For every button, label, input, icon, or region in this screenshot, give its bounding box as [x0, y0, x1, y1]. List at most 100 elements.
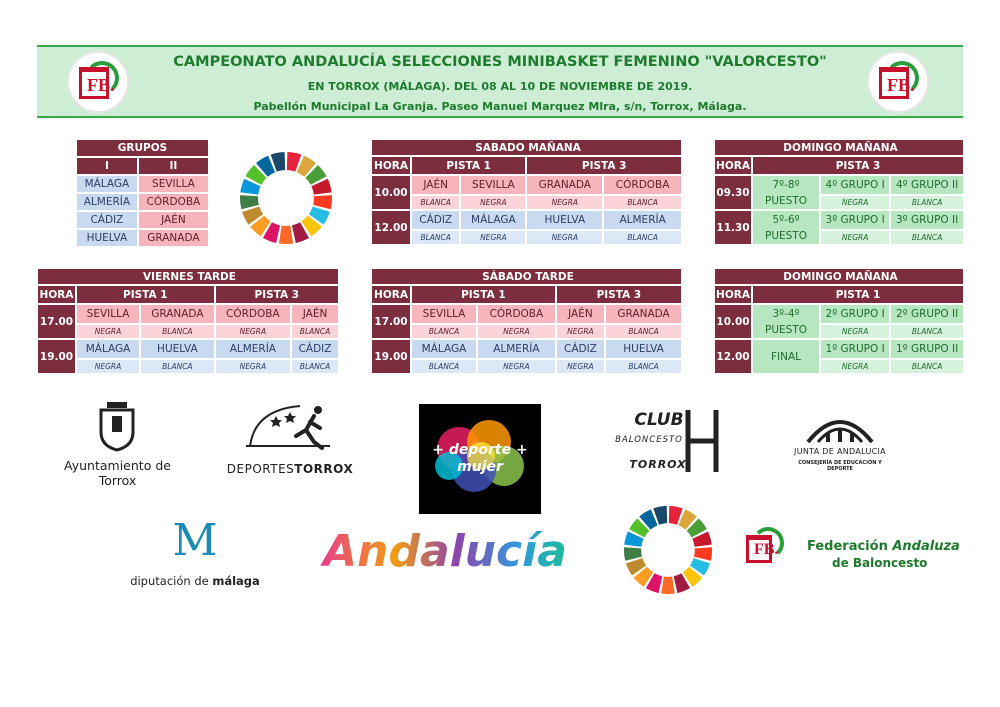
pista-header: PISTA 3	[214, 285, 339, 304]
domingo-manana-pista1-table: DOMINGO MAÑANA HORA PISTA 1 10.00 3º-4º …	[714, 268, 964, 374]
team-cell: 3º GRUPO II	[890, 210, 964, 230]
jersey-color: BLANCA	[890, 324, 964, 339]
team-cell: GRANADA	[526, 175, 604, 195]
viernes-tarde-table: VIERNES TARDE HORA PISTA 1 PISTA 3 17.00…	[37, 268, 339, 374]
hora-cell: 17.00	[371, 304, 411, 339]
andaluza-text: Andaluza	[892, 539, 960, 554]
sdg-segment	[308, 206, 330, 225]
andalucia-wordmark-icon: Andalucía	[320, 526, 567, 577]
sdg-segment	[245, 164, 267, 185]
group-team: ALMERÍA	[76, 193, 138, 211]
color-splash-icon	[435, 420, 524, 492]
jersey-color: NEGRA	[526, 195, 604, 210]
sdg-segment	[623, 547, 642, 561]
grupos-title: GRUPOS	[76, 139, 209, 157]
group-team: CÓRDOBA	[137, 193, 209, 211]
diputacion-text: diputación de	[130, 574, 209, 588]
jersey-color: NEGRA	[820, 230, 891, 245]
jersey-color: BLANCA	[605, 359, 682, 374]
pista-header: PISTA 1	[411, 285, 556, 304]
pista-header: PISTA 3	[555, 285, 682, 304]
team-cell: MÁLAGA	[460, 210, 527, 230]
sdg-segment	[639, 509, 658, 530]
team-cell: HUELVA	[605, 339, 682, 359]
sdg-segment	[313, 195, 332, 210]
ayuntamiento-logo: Ayuntamiento de Torrox	[60, 400, 175, 495]
pista-header: PISTA 1	[76, 285, 215, 304]
sdg-segment	[682, 566, 703, 587]
jersey-color: NEGRA	[214, 324, 292, 339]
jersey-color: NEGRA	[555, 359, 606, 374]
sdg-segment	[291, 222, 310, 243]
group-team: CÁDIZ	[76, 211, 138, 229]
hora-cell: 19.00	[371, 339, 411, 374]
runner-icon	[246, 405, 330, 450]
consejeria-text: CONSEJERÍA DE EDUCACIÓN Y DEPORTE	[798, 460, 882, 472]
jersey-color: BLANCA	[603, 195, 682, 210]
sabado-manana-table: SABADO MAÑANA HORA PISTA 1 PISTA 3 10.00…	[371, 139, 682, 245]
jersey-color: BLANCA	[411, 195, 461, 210]
sdg-segment	[250, 215, 271, 237]
group-team: MÁLAGA	[76, 175, 138, 193]
jersey-color: NEGRA	[460, 230, 527, 245]
hora-header: HORA	[371, 156, 411, 175]
table-title: DOMINGO MAÑANA	[714, 139, 964, 156]
puesto-cell: FINAL	[752, 339, 820, 374]
sdg-segment	[625, 558, 647, 576]
deportes-text: DEPORTES	[226, 462, 295, 476]
pista-header: PISTA 1	[752, 285, 964, 304]
jersey-color: NEGRA	[76, 324, 141, 339]
hora-cell: 12.00	[371, 210, 411, 245]
team-cell: MÁLAGA	[411, 339, 478, 359]
sdg-segment	[256, 155, 276, 177]
team-cell: ALMERÍA	[603, 210, 682, 230]
junta-andalucia-logo: JUNTA DE ANDALUCIA CONSEJERÍA DE EDUCACI…	[788, 410, 892, 472]
header-banner: FB. CAMPEONATO ANDALUCÍA SELECCIONES MIN…	[37, 45, 963, 118]
hora-cell: 12.00	[714, 339, 752, 374]
sdg-segment	[305, 164, 327, 185]
team-cell: ALMERÍA	[214, 339, 292, 359]
sdg-segment	[678, 509, 697, 530]
team-cell: 2º GRUPO II	[890, 304, 964, 324]
hora-header: HORA	[37, 285, 76, 304]
grupos-table: GRUPOS I II MÁLAGA SEVILLA ALMERÍA CÓRDOBA …	[76, 139, 209, 247]
sdg-segment	[692, 531, 712, 547]
team-cell: CÓRDOBA	[477, 304, 556, 324]
sdg-segment	[673, 573, 691, 594]
jersey-color: NEGRA	[76, 359, 141, 374]
hora-cell: 10.00	[714, 304, 752, 339]
diputacion-m-icon: M	[172, 515, 218, 566]
jersey-color: NEGRA	[477, 324, 556, 339]
jersey-color: NEGRA	[820, 359, 891, 374]
team-cell: MÁLAGA	[76, 339, 141, 359]
team-cell: 4º GRUPO II	[890, 175, 964, 195]
table-title: VIERNES TARDE	[37, 268, 339, 285]
deporte-mujer-text: + deporte + mujer	[432, 442, 528, 475]
team-cell: SEVILLA	[411, 304, 478, 324]
diputacion-malaga-logo: M diputación de málaga	[130, 518, 260, 590]
team-cell: GRANADA	[140, 304, 215, 324]
team-cell: CÓRDOBA	[603, 175, 682, 195]
hora-header: HORA	[714, 156, 752, 175]
sdg-segment	[311, 178, 332, 195]
hora-cell: 17.00	[37, 304, 76, 339]
hora-cell: 10.00	[371, 175, 411, 210]
jersey-color: BLANCA	[291, 324, 339, 339]
jersey-color: BLANCA	[411, 324, 478, 339]
group-team: GRANADA	[137, 229, 209, 247]
sdg-segment	[694, 547, 713, 561]
club-torrox-text: TORROX	[629, 458, 687, 471]
fab-logo-left: FB.	[67, 51, 129, 113]
hora-cell: 19.00	[37, 339, 76, 374]
hora-cell: 09.30	[714, 175, 752, 210]
team-cell: HUELVA	[140, 339, 215, 359]
team-cell: CÓRDOBA	[214, 304, 292, 324]
team-cell: 4º GRUPO I	[820, 175, 891, 195]
sdg-segment	[240, 178, 261, 195]
team-cell: HUELVA	[526, 210, 604, 230]
baloncesto-text: BALONCESTO	[615, 435, 683, 445]
andalucia-text: Andalucía	[320, 526, 567, 577]
puesto-cell: 5º-6º PUESTO	[752, 210, 820, 245]
hora-cell: 11.30	[714, 210, 752, 245]
pista-header: PISTA 3	[752, 156, 964, 175]
